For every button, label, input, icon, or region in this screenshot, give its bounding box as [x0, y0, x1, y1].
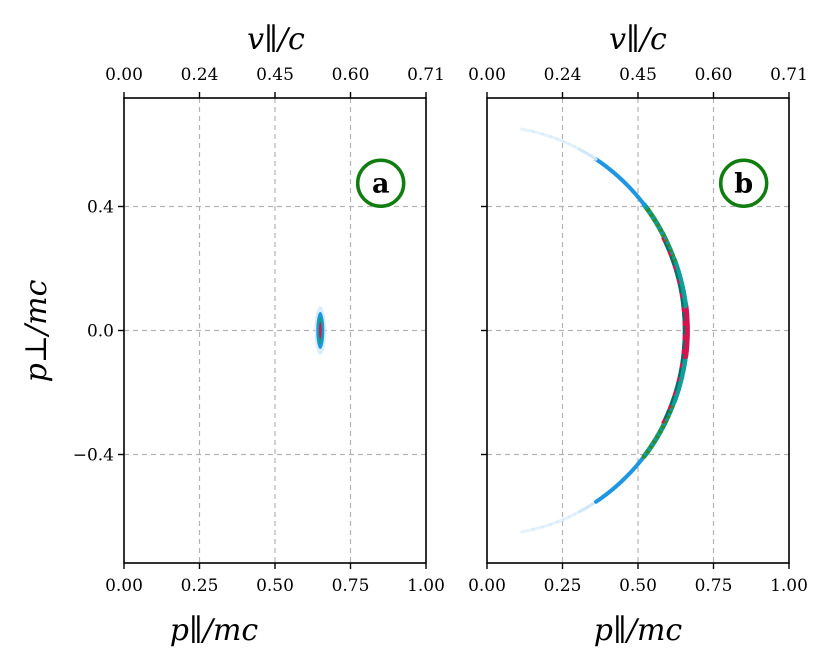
top-x-tick-label: 0.45 [619, 65, 657, 85]
arc-ridge [673, 385, 678, 392]
arc-segment [531, 130, 545, 136]
arc-ridge [673, 269, 678, 276]
grid-a [124, 98, 426, 563]
arc-ridge [669, 255, 673, 262]
arc-ridge [669, 399, 673, 406]
x-tick-label: 0.00 [105, 576, 143, 596]
x-tick-label: 1.00 [770, 576, 808, 596]
arc-ridge [676, 279, 680, 285]
top-x-tick-label: 0.60 [332, 65, 370, 85]
arc-ridge [661, 418, 666, 424]
arc-ridge [672, 390, 677, 396]
arc-ridge [670, 395, 675, 401]
arc-ridge [677, 283, 681, 289]
arc-ridge [675, 274, 679, 280]
arc-ridge [678, 367, 682, 373]
badge-b: b [718, 158, 769, 208]
x-tick-label: 0.75 [695, 576, 733, 596]
badge-ring-a [355, 158, 406, 208]
x-tick-label: 0.50 [256, 576, 294, 596]
x-axis-label-a: p∥/mc [170, 613, 259, 648]
arc-ridge [661, 237, 666, 243]
top-x-tick-label: 0.60 [695, 65, 733, 85]
arc-ridge [680, 358, 684, 364]
arc-segment [520, 127, 535, 134]
spot-core [319, 322, 322, 339]
top-x-tick-label: 0.24 [181, 65, 219, 85]
arc-segment [520, 527, 535, 534]
arc-ridge [672, 265, 677, 271]
panel-label-a: a [372, 168, 390, 199]
y-axis-label: p⊥/mc [19, 279, 54, 382]
panel-b: 0.00 0.00 0.25 0.24 0.50 0.45 0.75 0.60 1.00 0.71… [468, 65, 808, 596]
y-tick-label: 0.4 [87, 198, 114, 218]
x-axis-label-b: p∥/mc [594, 613, 683, 648]
ticks-b: 0.00 0.00 0.25 0.24 0.50 0.45 0.75 0.60 1.00 0.71 [468, 65, 808, 596]
x-tick-label: 0.50 [619, 576, 657, 596]
top-x-tick-label: 0.71 [407, 65, 445, 85]
badge-a: a [355, 158, 406, 208]
top-x-axis-label-a: v∥/c [247, 22, 305, 57]
arc-ridge [667, 251, 672, 257]
y-tick-label: −0.4 [73, 446, 114, 466]
top-x-axis-label-b: v∥/c [609, 22, 667, 57]
arc-ridge [679, 293, 683, 299]
ticks-a: 0.00 0.00 0.25 0.24 0.50 0.45 0.75 0.60 1.00 0.71… [73, 65, 445, 596]
y-tick-label: 0.0 [87, 322, 114, 342]
distribution-b [520, 127, 690, 534]
grid-b [487, 98, 789, 563]
x-tick-label: 0.75 [332, 576, 370, 596]
arc-ridge [679, 362, 683, 368]
arc-ridge [670, 260, 675, 266]
arc-ridge [675, 381, 679, 387]
arc-ridge [678, 288, 682, 294]
top-x-tick-label: 0.71 [770, 65, 808, 85]
arc-ridge [663, 413, 668, 420]
panel-label-b: b [734, 168, 753, 199]
x-tick-label: 0.25 [181, 576, 219, 596]
arc-segment [531, 525, 545, 531]
panel-a: 0.00 0.00 0.25 0.24 0.50 0.45 0.75 0.60 1.00 0.71… [73, 65, 445, 596]
top-x-tick-label: 0.00 [105, 65, 143, 85]
arc-ridge [665, 409, 670, 415]
arc-ridge [667, 404, 672, 410]
arc-ridge [665, 246, 670, 252]
arc-ridge [676, 376, 680, 382]
top-x-tick-label: 0.24 [544, 65, 582, 85]
top-x-tick-label: 0.45 [256, 65, 294, 85]
arc-ridge [680, 353, 684, 359]
arc-ridge [663, 241, 668, 248]
x-tick-label: 1.00 [407, 576, 445, 596]
arc-ridge [677, 372, 681, 378]
x-tick-label: 0.25 [544, 576, 582, 596]
arc-ridge [680, 297, 684, 303]
arc-ridge [680, 302, 684, 308]
badge-ring-b [718, 158, 769, 208]
x-tick-label: 0.00 [468, 576, 506, 596]
distribution-a [314, 306, 327, 355]
top-x-tick-label: 0.00 [468, 65, 506, 85]
